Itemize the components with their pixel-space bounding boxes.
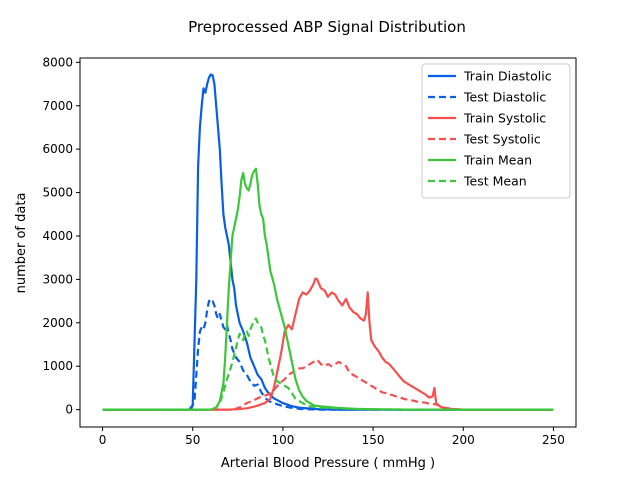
legend: Train Diastolic Test Diastolic Train Systo… — [421, 63, 571, 199]
y-tick-label: 6000 — [42, 142, 73, 156]
x-tick-label: 0 — [99, 433, 107, 447]
y-tick-label: 1000 — [42, 359, 73, 373]
x-tick-label: 250 — [542, 433, 565, 447]
plot-frame — [79, 57, 577, 428]
x-axis-label: Arterial Blood Pressure ( mmHg ) — [221, 456, 435, 471]
series-line-train-mean — [102, 167, 554, 411]
x-tick-label: 50 — [185, 433, 200, 447]
legend-label: Train Systolic — [463, 111, 546, 126]
x-axis-ticks: 0 50 100 150 200 250 — [99, 427, 565, 447]
legend-label: Test Diastolic — [463, 90, 546, 105]
series-line-test-systolic — [102, 358, 554, 411]
series-line-train-systolic — [102, 277, 554, 411]
x-tick-label: 150 — [362, 433, 385, 447]
y-axis-label: number of data — [14, 193, 29, 294]
y-tick-label: 5000 — [42, 186, 73, 200]
legend-box — [421, 63, 571, 199]
x-tick-label: 100 — [271, 433, 294, 447]
plot-lines — [102, 73, 554, 411]
y-tick-label: 2000 — [42, 316, 73, 330]
legend-label: Train Mean — [463, 153, 532, 168]
series-line-test-diastolic — [102, 297, 554, 411]
y-tick-label: 4000 — [42, 229, 73, 243]
y-tick-label: 7000 — [42, 99, 73, 113]
legend-label: Train Diastolic — [463, 69, 552, 84]
chart-title: Preprocessed ABP Signal Distribution — [188, 18, 466, 36]
legend-label: Test Mean — [463, 174, 527, 189]
y-axis-ticks: 0 1000 2000 3000 4000 5000 6000 7000 8000 — [42, 55, 80, 417]
y-tick-label: 0 — [65, 403, 73, 417]
x-tick-label: 200 — [452, 433, 475, 447]
legend-label: Test Systolic — [463, 132, 541, 147]
y-tick-label: 8000 — [42, 55, 73, 69]
y-tick-label: 3000 — [42, 272, 73, 286]
